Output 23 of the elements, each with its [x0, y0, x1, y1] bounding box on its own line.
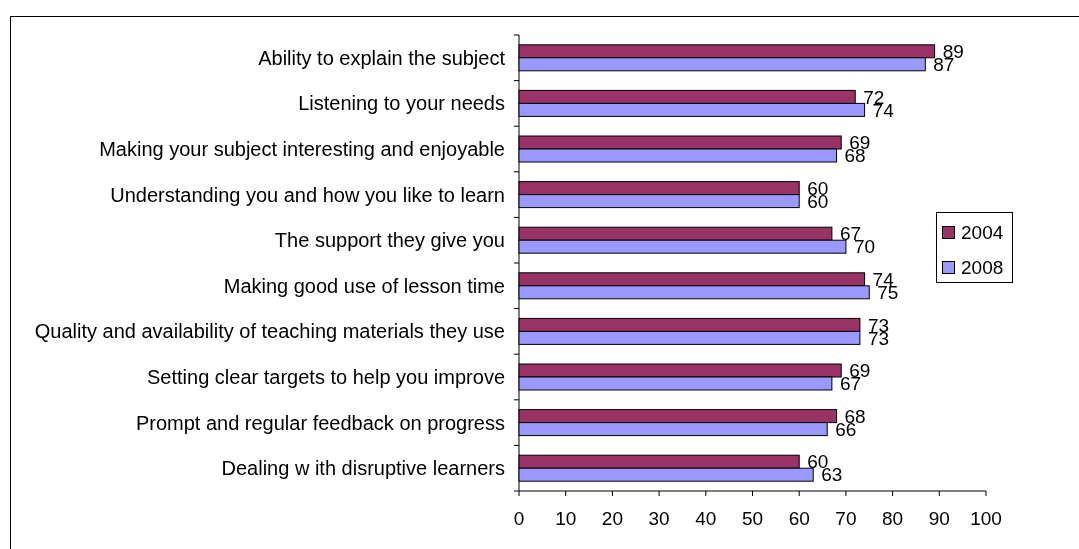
x-tick-label: 70 — [835, 507, 857, 529]
x-tick-label: 40 — [695, 507, 717, 529]
x-tick-label: 50 — [741, 507, 764, 529]
y-tick-label: Ability to explain the subject — [258, 46, 506, 69]
y-tick-label: Listening to your needs — [298, 92, 505, 115]
y-tick-label: Making your subject interesting and enjoyable — [99, 138, 505, 160]
y-tick-label: Prompt and regular feedback on progress — [135, 411, 505, 434]
x-tick-label: 100 — [970, 507, 1002, 529]
legend-label: 2004 — [961, 221, 1004, 243]
legend-label: 2008 — [961, 256, 1004, 278]
x-tick-label: 60 — [788, 507, 810, 529]
x-tick-label: 80 — [882, 507, 904, 529]
x-tick-label: 0 — [513, 507, 525, 529]
x-tick-label: 10 — [555, 507, 577, 529]
y-tick-label: Quality and availability of teaching materials they use — [34, 320, 505, 343]
y-tick-label: Understanding you and how you like to learn — [110, 183, 505, 206]
y-tick-label: Making good use of lesson time — [223, 274, 505, 297]
y-tick-label: Dealing w ith disruptive learners — [221, 457, 505, 480]
x-tick-label: 20 — [601, 507, 623, 529]
x-tick-label: 30 — [648, 507, 670, 529]
y-tick-label: Setting clear targets to help you improve — [147, 366, 505, 388]
y-tick-label: The support they give you — [274, 229, 505, 252]
x-tick-label: 90 — [928, 507, 950, 529]
